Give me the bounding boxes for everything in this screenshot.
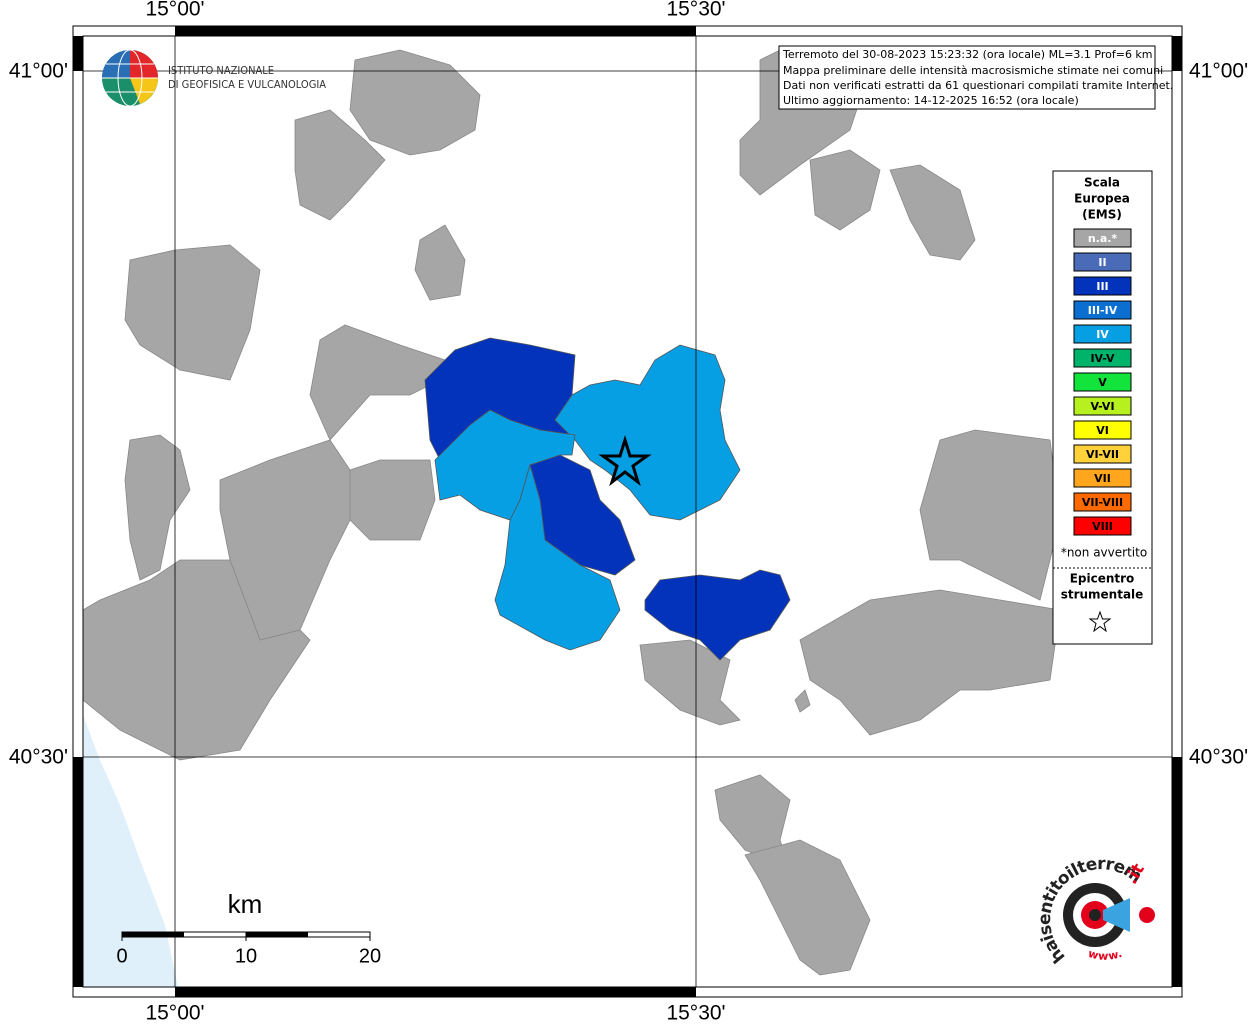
legend-label: V-VI: [1090, 400, 1114, 413]
municipality: [799, 589, 1061, 736]
municipality: [794, 689, 811, 713]
legend-swatch: [1073, 396, 1132, 416]
municipality: [494, 463, 621, 651]
legend-label: VI: [1096, 424, 1109, 437]
logo-text: DI GEOFISICA E VULCANOLOGIA: [168, 78, 326, 91]
scale-unit: km: [228, 889, 263, 919]
legend-swatch: [1073, 300, 1132, 320]
scale-bar: km 0 10 20: [116, 889, 381, 967]
legend-label: V: [1098, 376, 1107, 389]
legend-epicenter: strumentale: [1061, 588, 1144, 602]
ingv-logo: ISTITUTO NAZIONALE DI GEOFISICA E VULCAN…: [102, 49, 326, 107]
municipality: [309, 324, 446, 441]
graticule-label: 41°00': [1189, 60, 1248, 83]
municipalities-felt: [424, 337, 791, 661]
municipality: [294, 109, 386, 221]
badge-prefix: www.: [1087, 947, 1124, 963]
municipalities-na: [82, 49, 1061, 976]
scale-label: 20: [359, 945, 381, 967]
graticule-label: 15°00': [145, 0, 204, 21]
municipality: [919, 429, 1061, 601]
scale-label: 10: [235, 945, 257, 967]
municipality: [414, 224, 466, 301]
legend-swatch: [1073, 420, 1132, 440]
legend-swatch: [1073, 228, 1132, 248]
legend-title: (EMS): [1082, 208, 1122, 222]
legend-swatch: [1073, 468, 1132, 488]
legend-swatch: [1073, 348, 1132, 368]
municipality: [124, 434, 191, 581]
legend: Scala Europea (EMS) *non avvertito Epice…: [1052, 170, 1153, 645]
legend-swatch: [1073, 324, 1132, 344]
graticule-label: 15°00': [145, 1002, 204, 1024]
legend-label: II: [1098, 256, 1106, 269]
info-line: Dati non verificati estratti da 61 quest…: [783, 79, 1173, 92]
municipality: [124, 244, 261, 381]
legend-star: [1088, 610, 1112, 633]
info-line: Terremoto del 30-08-2023 15:23:32 (ora l…: [782, 48, 1153, 61]
municipality: [554, 344, 741, 521]
legend-swatch: [1073, 444, 1132, 464]
legend-swatch: [1073, 276, 1132, 296]
municipality: [809, 149, 881, 231]
legend-swatch: [1073, 492, 1132, 512]
municipality: [349, 49, 481, 156]
scale-label: 0: [116, 945, 127, 967]
graticule-label: 40°30': [9, 746, 68, 769]
legend-swatch: [1073, 516, 1132, 536]
badge-prefix-path: www.: [1087, 947, 1124, 963]
info-line: Ultimo aggiornamento: 14-12-2025 16:52 (…: [783, 94, 1079, 107]
legend-label: III: [1096, 280, 1108, 293]
graticule-label: 15°30': [666, 1002, 725, 1024]
legend-swatch: [1073, 372, 1132, 392]
legend-label: IV-V: [1090, 352, 1115, 365]
legend-note: *non avvertito: [1061, 546, 1147, 560]
legend-label: VII: [1094, 472, 1111, 485]
graticule-label: 15°30': [666, 0, 725, 21]
legend-label: VI-VII: [1086, 448, 1119, 461]
legend-swatch: [1073, 252, 1132, 272]
info-box: [778, 45, 1156, 110]
graticule-label: 41°00': [9, 60, 68, 83]
epicenter-star: [598, 434, 652, 487]
legend-title: Scala: [1084, 176, 1120, 190]
legend-epicenter: Epicentro: [1070, 572, 1135, 586]
sea: [83, 715, 178, 987]
info-line: Mappa preliminare delle intensità macros…: [783, 64, 1163, 77]
municipality: [644, 569, 791, 661]
legend-label: n.a.*: [1088, 232, 1118, 245]
graticule-label: 40°30': [1189, 746, 1248, 769]
logo-text: ISTITUTO NAZIONALE: [168, 64, 274, 77]
legend-label: VII-VIII: [1082, 496, 1123, 509]
map-frame: [72, 25, 1183, 998]
legend-title: Europea: [1074, 192, 1130, 206]
municipality: [219, 439, 351, 641]
municipality: [82, 559, 311, 761]
municipality: [744, 839, 871, 976]
municipality: [639, 639, 741, 726]
legend-label: IV: [1096, 328, 1109, 341]
municipality: [434, 409, 576, 521]
legend-label: III-IV: [1088, 304, 1118, 317]
municipality: [889, 164, 976, 261]
municipality: [349, 459, 436, 541]
legend-label: VIII: [1092, 520, 1113, 533]
